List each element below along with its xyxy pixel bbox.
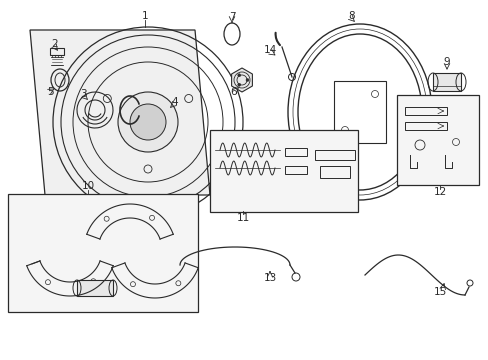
Text: 2: 2 xyxy=(52,39,58,49)
Text: 5: 5 xyxy=(46,87,53,97)
Bar xyxy=(8,194,198,312)
Bar xyxy=(333,81,385,143)
Text: 11: 11 xyxy=(236,213,249,223)
Circle shape xyxy=(237,83,240,86)
Text: 4: 4 xyxy=(171,97,178,107)
Bar xyxy=(404,122,446,130)
Bar xyxy=(209,130,357,212)
Bar xyxy=(77,280,113,296)
Circle shape xyxy=(245,78,248,81)
Text: 10: 10 xyxy=(81,181,94,191)
Text: 3: 3 xyxy=(80,89,86,99)
Circle shape xyxy=(237,74,240,77)
Text: 1: 1 xyxy=(142,11,148,21)
Bar xyxy=(396,95,478,185)
Text: 9: 9 xyxy=(443,57,449,67)
Bar xyxy=(319,166,349,178)
Polygon shape xyxy=(30,30,209,195)
Bar xyxy=(285,148,306,156)
Text: 14: 14 xyxy=(263,45,276,55)
Bar xyxy=(285,166,306,174)
Text: 13: 13 xyxy=(263,273,276,283)
Bar xyxy=(432,73,460,91)
Text: 8: 8 xyxy=(348,11,355,21)
Circle shape xyxy=(118,92,178,152)
Circle shape xyxy=(130,104,165,140)
Bar xyxy=(314,150,354,160)
Bar xyxy=(50,48,64,55)
Bar xyxy=(404,107,446,115)
Polygon shape xyxy=(231,68,252,92)
Text: 12: 12 xyxy=(432,187,446,197)
Text: 7: 7 xyxy=(228,12,235,22)
Text: 6: 6 xyxy=(230,87,237,97)
Text: 15: 15 xyxy=(432,287,446,297)
